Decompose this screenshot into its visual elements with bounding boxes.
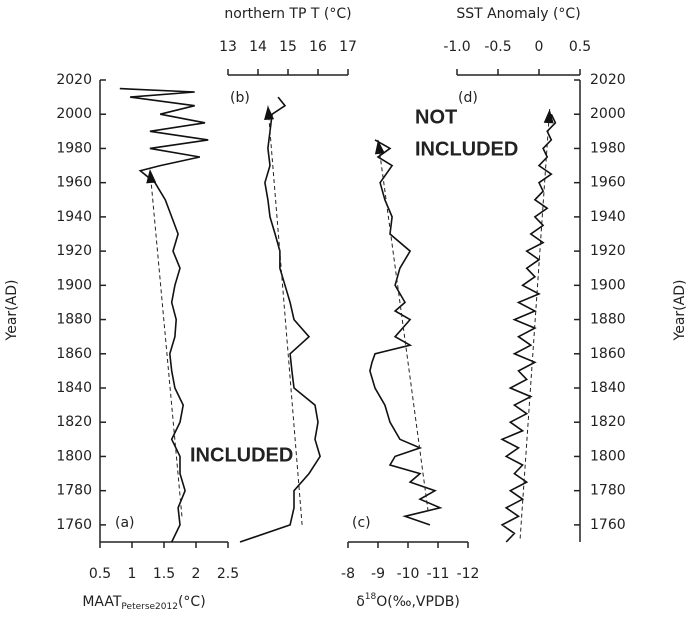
panel-label: (a): [115, 515, 135, 531]
x-tick-label: 15: [279, 39, 297, 55]
y-tick-label: 1880: [590, 312, 626, 328]
y-tick-label: 1760: [56, 517, 92, 533]
y-tick-label: 2020: [590, 72, 626, 88]
x-tick-label: 0.5: [89, 566, 111, 582]
trend-line: [267, 105, 303, 525]
x-tick-label: 1: [128, 566, 137, 582]
x-tick-label: 16: [309, 39, 327, 55]
x-tick-label: 0: [535, 39, 544, 55]
y-tick-label: 2000: [590, 106, 626, 122]
label-part: 18: [365, 592, 377, 602]
y-tick-label: 1820: [56, 414, 92, 430]
trend-arrow: [543, 109, 554, 124]
label-part: (°C): [178, 594, 206, 610]
data-line: [500, 113, 557, 543]
x-tick-label: 2: [192, 566, 201, 582]
x-tick-label: -11: [427, 566, 450, 582]
x-axis-label: SST Anomaly (°C): [456, 6, 580, 22]
y-tick-label: 1940: [590, 209, 626, 225]
x-tick-label: 0.5: [569, 39, 591, 55]
annotation: INCLUDED: [415, 138, 518, 160]
y-tick-label: 1960: [590, 175, 626, 191]
y-tick-label: 1920: [56, 243, 92, 259]
y-tick-label: 1900: [590, 277, 626, 293]
label-part: MAAT: [82, 594, 122, 610]
trend-line: [377, 139, 429, 512]
y-tick-label: 1980: [56, 140, 92, 156]
trend-arrow: [264, 105, 275, 121]
y-tick-label: 1780: [590, 483, 626, 499]
x-tick-label: 17: [339, 39, 357, 55]
label-part: Peterse2012: [121, 602, 178, 612]
x-tick-label: -12: [457, 566, 480, 582]
x-axis-label: northern TP T (°C): [224, 6, 351, 22]
x-tick-label: 14: [249, 39, 267, 55]
y-tick-label: 1840: [590, 380, 626, 396]
y-axis-label: Year(AD): [4, 280, 20, 342]
label-part: O(‰,VPDB): [376, 594, 460, 610]
x-tick-label: -9: [371, 566, 385, 582]
panel-label: (c): [352, 515, 371, 531]
y-tick-label: 1800: [590, 448, 626, 464]
y-tick-label: 1760: [590, 517, 626, 533]
y-tick-label: 1980: [590, 140, 626, 156]
x-axis-label: δ18O(‰,VPDB): [356, 592, 460, 611]
label-part: northern TP T (°C): [224, 6, 351, 22]
trend-arrow: [374, 139, 385, 155]
trend-arrow: [146, 168, 157, 184]
x-axis-label: MAATPeterse2012(°C): [82, 594, 205, 612]
panel-label: (b): [230, 90, 250, 106]
annotation: NOT: [415, 106, 457, 128]
data-line: [239, 96, 321, 543]
data-line: [119, 87, 209, 543]
x-tick-label: -10: [397, 566, 420, 582]
x-tick-label: -1.0: [443, 39, 470, 55]
y-tick-label: 1960: [56, 175, 92, 191]
y-tick-label: 1860: [56, 346, 92, 362]
x-tick-label: 1.5: [153, 566, 175, 582]
panel-label: (d): [458, 90, 478, 106]
y-tick-label: 1940: [56, 209, 92, 225]
trend-line: [149, 168, 183, 517]
y-tick-label: 1920: [590, 243, 626, 259]
y-tick-label: 1800: [56, 448, 92, 464]
data-line: [369, 139, 443, 526]
y-tick-label: 1820: [590, 414, 626, 430]
y-tick-label: 1900: [56, 277, 92, 293]
y-tick-label: 1840: [56, 380, 92, 396]
y-axis-label: Year(AD): [672, 280, 688, 342]
x-tick-label: 2.5: [217, 566, 239, 582]
x-tick-label: 13: [219, 39, 237, 55]
label-part: SST Anomaly (°C): [456, 6, 580, 22]
x-tick-label: -0.5: [484, 39, 511, 55]
label-part: δ: [356, 594, 365, 610]
trend-line: [519, 109, 551, 539]
y-tick-label: 1880: [56, 312, 92, 328]
y-tick-label: 2000: [56, 106, 92, 122]
y-tick-label: 2020: [56, 72, 92, 88]
annotation: INCLUDED: [190, 444, 293, 466]
y-tick-label: 1860: [590, 346, 626, 362]
y-tick-label: 1780: [56, 483, 92, 499]
x-tick-label: -8: [341, 566, 355, 582]
